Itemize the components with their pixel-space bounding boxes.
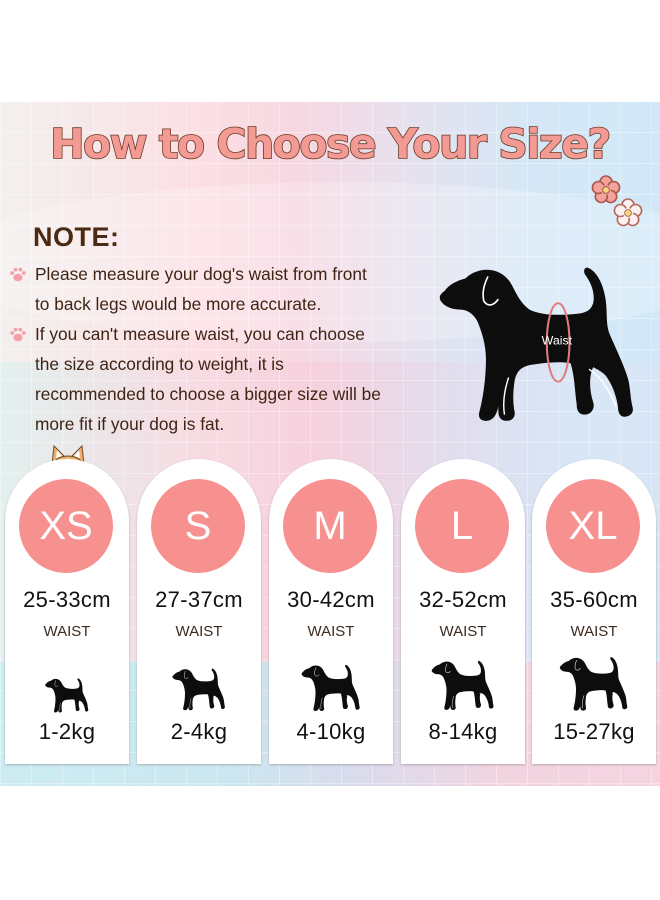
waist-range: 25-33cm: [23, 587, 111, 612]
weight-range: 2-4kg: [170, 719, 228, 744]
note-line: to back legs would be more accurate.: [35, 294, 322, 314]
waist-label: WAIST: [570, 623, 618, 640]
note-item: If you can't measure waist, you can choo…: [10, 319, 410, 439]
note-list: Please measure your dog's waist from fro…: [10, 259, 410, 439]
weight-range: 1-2kg: [38, 719, 96, 744]
dog-silhouette-icon: [558, 655, 630, 713]
weight-range: 8-14kg: [428, 719, 498, 744]
waist-label: WAIST: [43, 623, 91, 640]
waist-diagram: Waist: [430, 262, 645, 427]
size-badge: L: [415, 479, 509, 573]
size-card-xs: XS 25-33cm WAIST 1-2kg: [5, 459, 129, 764]
note-heading: NOTE:: [33, 222, 120, 252]
note-line: more fit if your dog is fat.: [35, 414, 225, 434]
note-line: Please measure your dog's waist from fro…: [35, 264, 367, 284]
paw-icon: [10, 267, 26, 282]
size-badge: XL: [546, 479, 640, 573]
size-badge: XS: [19, 479, 113, 573]
waist-range: 30-42cm: [287, 587, 375, 612]
size-badge: M: [283, 479, 377, 573]
weight-range: 15-27kg: [553, 719, 635, 744]
dog-silhouette-icon: [171, 667, 227, 712]
note-item: Please measure your dog's waist from fro…: [10, 259, 410, 319]
note-line: the size according to weight, it is: [35, 354, 284, 374]
dog-silhouette-icon: [430, 659, 496, 712]
flower-icon: [591, 175, 643, 227]
dog-silhouette-icon: Waist: [430, 262, 645, 427]
page-title: How to Choose Your Size?: [49, 119, 612, 169]
waist-range: 32-52cm: [419, 587, 507, 612]
size-card-xl: XL 35-60cm WAIST 15-27kg: [532, 459, 656, 764]
waist-label: WAIST: [175, 623, 223, 640]
size-badge: S: [151, 479, 245, 573]
paw-icon: [10, 327, 26, 342]
dog-silhouette-icon: [300, 663, 362, 713]
size-card-m: M 30-42cm WAIST 4-10kg: [269, 459, 393, 764]
size-card-s: S 27-37cm WAIST 2-4kg: [137, 459, 261, 764]
size-guide-panel: How to Choose Your Size? NOTE: Please me: [0, 102, 660, 786]
waist-diagram-label: Waist: [542, 334, 573, 348]
waist-label: WAIST: [439, 623, 487, 640]
size-card-l: L 32-52cm WAIST 8-14kg: [401, 459, 525, 764]
note-line: If you can't measure waist, you can choo…: [35, 324, 365, 344]
waist-range: 27-37cm: [155, 587, 243, 612]
waist-range: 35-60cm: [550, 587, 638, 612]
waist-label: WAIST: [307, 623, 355, 640]
weight-range: 4-10kg: [296, 719, 366, 744]
note-line: recommended to choose a bigger size will…: [35, 384, 381, 404]
dog-silhouette-icon: [44, 677, 90, 714]
